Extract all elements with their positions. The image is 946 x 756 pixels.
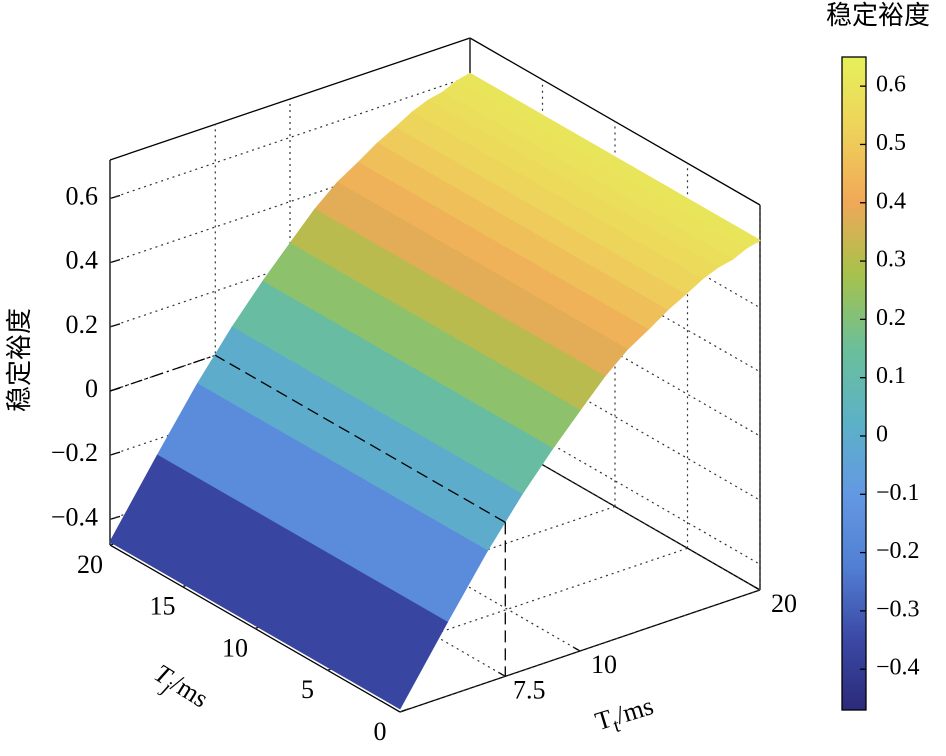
y-tick-label: 20 xyxy=(77,550,103,579)
colorbar-tick-label: 0 xyxy=(876,421,888,447)
x-tick-label: 7.5 xyxy=(513,675,546,704)
grid-line xyxy=(289,483,581,652)
colorbar-tick-label: −0.2 xyxy=(876,538,920,564)
z-tick-label: 0.2 xyxy=(66,310,99,339)
surface-patch xyxy=(326,579,449,710)
x-label-unit: /ms xyxy=(612,691,656,730)
z-tick-label: 0.6 xyxy=(66,181,99,210)
z-tick-label: −0.2 xyxy=(51,438,98,467)
z-tick-label: −0.4 xyxy=(51,502,98,531)
colorbar-tick-label: −0.4 xyxy=(876,655,920,681)
colorbar-tick-label: 0.2 xyxy=(876,305,906,331)
colorbar-tick-label: −0.1 xyxy=(876,480,920,506)
y-tick-label: 10 xyxy=(222,633,248,662)
colorbar-tick-label: −0.3 xyxy=(876,596,920,622)
grid-line xyxy=(214,508,506,677)
colorbar-tick-label: 0.5 xyxy=(876,130,906,156)
colorbar-tick-label: 0.3 xyxy=(876,247,906,273)
colorbar-tick-label: 0.4 xyxy=(876,188,906,214)
colorbar-title: 稳定裕度 xyxy=(826,1,930,30)
x-tick-label: 20 xyxy=(771,589,797,618)
zero-contour xyxy=(214,354,506,523)
x-axis-label: Tt/ms xyxy=(592,691,659,741)
y-axis-label: Tj/ms xyxy=(146,658,213,718)
colorbar: −0.4 −0.3 −0.2 −0.1 0 0.1 0.2 0.3 0.4 0.5 0.6 xyxy=(841,56,920,711)
colorbar-scale xyxy=(841,56,867,711)
x-tick-label: 10 xyxy=(591,650,617,679)
y-tick-label: 15 xyxy=(150,592,176,621)
z-tick-label: 0.4 xyxy=(66,246,99,275)
z-tick-label: 0 xyxy=(85,374,98,403)
zero-line-wall xyxy=(109,354,216,392)
y-tick-label: 0 xyxy=(374,717,387,746)
colorbar-tick-label: 0.1 xyxy=(876,363,906,389)
y-tick-label: 5 xyxy=(301,675,314,704)
grid-line xyxy=(469,422,761,591)
colorbar-tick-label: 0.6 xyxy=(876,72,906,98)
y-label-unit: /ms xyxy=(166,669,213,714)
z-axis-label: 稳定裕度 xyxy=(5,308,34,412)
